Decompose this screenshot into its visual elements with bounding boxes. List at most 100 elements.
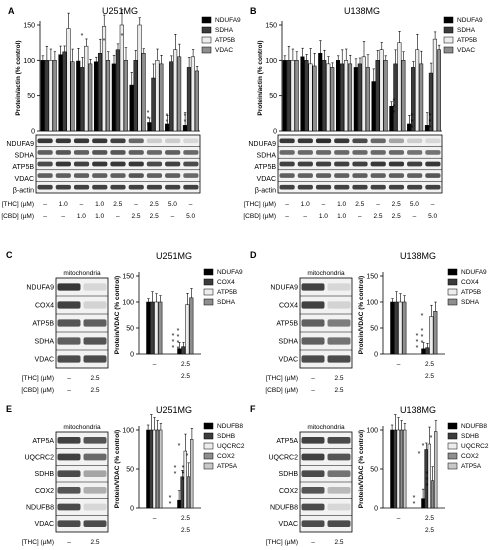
bar bbox=[429, 316, 434, 355]
legend-label: COX2 bbox=[461, 453, 479, 460]
blot-band bbox=[128, 173, 144, 178]
blot-label: SDHA bbox=[15, 153, 35, 160]
blot-band bbox=[301, 319, 325, 327]
cbd-dose: 2.5 bbox=[150, 213, 159, 220]
blot-band bbox=[327, 337, 351, 345]
blot-band bbox=[183, 173, 199, 178]
legend-swatch bbox=[203, 462, 214, 470]
bar bbox=[396, 429, 400, 509]
x-tick-label: 2.5 bbox=[425, 373, 434, 380]
blot-band bbox=[301, 337, 325, 345]
blot-label: ATP5A bbox=[32, 438, 54, 445]
legend-swatch bbox=[201, 16, 212, 24]
significance-star: * bbox=[121, 33, 124, 40]
cbd-dose: – bbox=[116, 213, 120, 220]
blot-label: β-actin bbox=[255, 187, 276, 194]
bar bbox=[375, 60, 380, 132]
significance-star: * bbox=[166, 113, 169, 120]
cbd-dose: 2.5 bbox=[373, 213, 382, 220]
blot-band bbox=[73, 184, 90, 190]
blot-band bbox=[315, 184, 332, 190]
bar bbox=[436, 49, 441, 132]
blot-band bbox=[301, 437, 325, 444]
y-tick-label: 150 bbox=[366, 274, 378, 281]
blot-band bbox=[128, 150, 144, 155]
blot-band bbox=[301, 453, 325, 461]
blot-band bbox=[297, 161, 313, 167]
bar bbox=[399, 429, 404, 509]
thc-dose: – bbox=[67, 375, 71, 382]
legend-label: ATP5A bbox=[217, 463, 238, 470]
panel-letter: A bbox=[8, 6, 15, 16]
thc-dose: 2.5 bbox=[113, 201, 122, 208]
blot-band bbox=[110, 161, 126, 167]
x-tick-label: 2.5 bbox=[425, 527, 434, 534]
y-tick-label: 150 bbox=[265, 23, 277, 30]
significance-star: * bbox=[182, 471, 185, 478]
blot-band bbox=[165, 150, 181, 155]
blot-band bbox=[92, 173, 108, 178]
bar bbox=[300, 56, 305, 132]
cbd-dose: – bbox=[285, 213, 289, 220]
cbd-dose: 1.0 bbox=[319, 213, 328, 220]
cbd-dose: 5.0 bbox=[428, 213, 437, 220]
significance-star: * bbox=[430, 435, 433, 442]
blot-band bbox=[327, 470, 351, 477]
blot-band bbox=[57, 337, 81, 345]
significance-star: * bbox=[416, 345, 419, 352]
bar bbox=[105, 60, 111, 132]
cbd-dose: – bbox=[303, 213, 307, 220]
thc-dose: – bbox=[43, 201, 47, 208]
significance-star: * bbox=[177, 340, 180, 347]
blot-header: mitochondria bbox=[63, 424, 101, 431]
bar bbox=[151, 77, 156, 132]
thc-dose: 2.5 bbox=[90, 539, 99, 546]
blot-band bbox=[183, 161, 199, 167]
blot-band bbox=[327, 503, 351, 511]
significance-star: * bbox=[393, 98, 396, 105]
thc-dose: 2.5 bbox=[334, 375, 343, 382]
thc-dose: 2.5 bbox=[334, 539, 343, 546]
legend-label: SDHA bbox=[461, 299, 480, 306]
significance-star: * bbox=[393, 110, 396, 117]
blot-band bbox=[83, 319, 107, 327]
blot-band bbox=[57, 503, 81, 511]
blot-label: NDUFA9 bbox=[26, 285, 54, 292]
significance-star: * bbox=[429, 119, 432, 126]
blot-band bbox=[73, 138, 90, 144]
bar bbox=[402, 301, 407, 355]
blot-band bbox=[388, 150, 405, 155]
legend-swatch bbox=[447, 288, 458, 296]
significance-star: * bbox=[169, 501, 172, 508]
blot-label: COX2 bbox=[35, 488, 54, 495]
y-tick-label: 50 bbox=[370, 326, 378, 333]
blot-band bbox=[55, 138, 71, 144]
y-tick-label: 50 bbox=[126, 326, 134, 333]
bar bbox=[159, 429, 163, 509]
bar bbox=[93, 61, 99, 132]
blot-band bbox=[57, 520, 81, 527]
blot-band bbox=[327, 437, 351, 444]
thc-dose: 1.0 bbox=[337, 201, 346, 208]
bar bbox=[137, 24, 142, 132]
significance-star: * bbox=[421, 340, 424, 347]
legend-label: VDAC bbox=[457, 47, 475, 54]
panel-title: U251MG bbox=[156, 405, 192, 415]
bar bbox=[425, 347, 430, 355]
significance-star: * bbox=[147, 110, 150, 117]
legend-swatch bbox=[203, 278, 214, 286]
bar bbox=[48, 60, 53, 132]
blot-band bbox=[183, 150, 199, 155]
legend-label: SDHA bbox=[457, 27, 476, 34]
blot-band bbox=[301, 470, 325, 477]
panel-letter: E bbox=[6, 404, 12, 414]
bar bbox=[159, 63, 164, 132]
blot-label: SDHB bbox=[279, 471, 299, 478]
blot-label: COX4 bbox=[35, 303, 54, 310]
bar bbox=[415, 49, 420, 132]
blot-band bbox=[146, 150, 163, 155]
blot-label: COX4 bbox=[279, 303, 298, 310]
significance-star: * bbox=[103, 38, 106, 45]
legend-label: UQCRC2 bbox=[217, 443, 245, 450]
blot-band bbox=[327, 487, 351, 494]
